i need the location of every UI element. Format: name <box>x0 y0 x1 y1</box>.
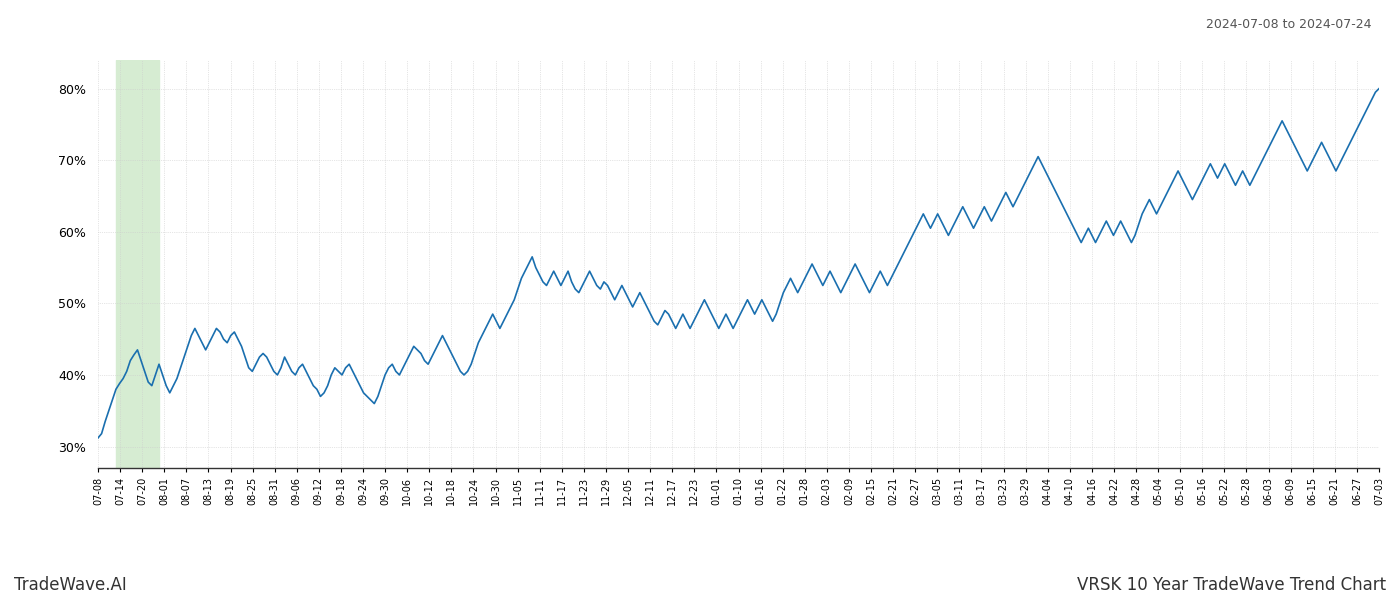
Text: TradeWave.AI: TradeWave.AI <box>14 576 127 594</box>
Text: VRSK 10 Year TradeWave Trend Chart: VRSK 10 Year TradeWave Trend Chart <box>1077 576 1386 594</box>
Text: 2024-07-08 to 2024-07-24: 2024-07-08 to 2024-07-24 <box>1207 18 1372 31</box>
Bar <box>116 60 160 468</box>
